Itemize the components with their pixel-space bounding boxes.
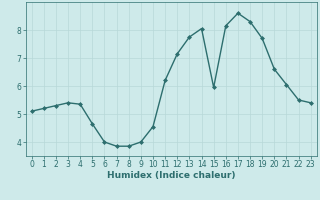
X-axis label: Humidex (Indice chaleur): Humidex (Indice chaleur) xyxy=(107,171,236,180)
